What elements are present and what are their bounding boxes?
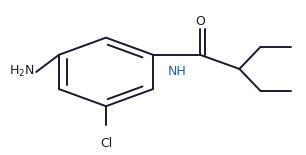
Text: H$_2$N: H$_2$N — [9, 64, 35, 80]
Text: Cl: Cl — [100, 137, 112, 151]
Text: O: O — [195, 15, 205, 28]
Text: NH: NH — [167, 65, 186, 78]
